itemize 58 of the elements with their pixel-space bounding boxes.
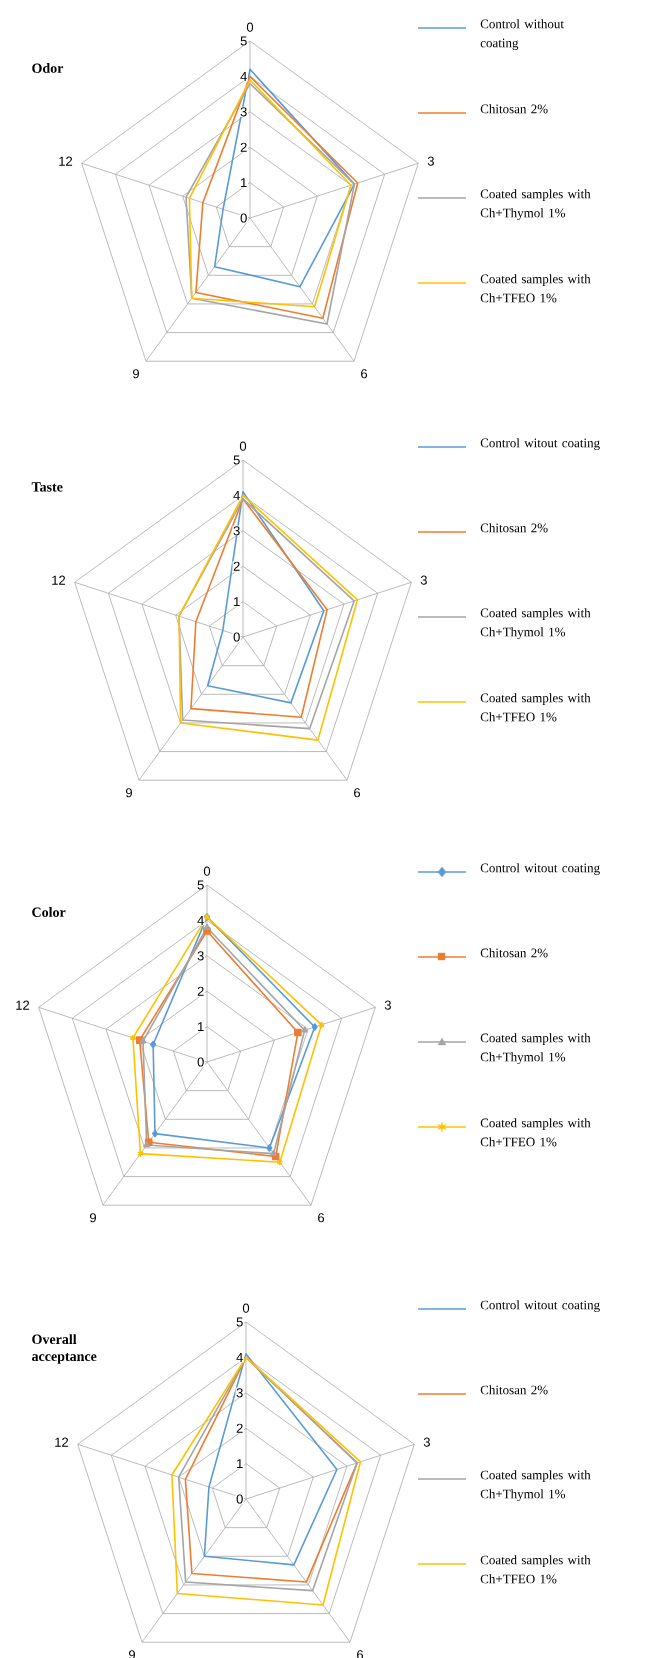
spoke-label: 9 bbox=[125, 788, 132, 798]
text: Taste bbox=[31, 482, 63, 492]
y-tick-label: 0 bbox=[197, 1057, 204, 1067]
spoke-label: 6 bbox=[318, 1213, 325, 1223]
spoke-label: 3 bbox=[423, 1437, 430, 1447]
spoke-label: 3 bbox=[420, 575, 427, 585]
spoke-label: 12 bbox=[52, 575, 66, 585]
spoke-label: 6 bbox=[354, 788, 361, 798]
y-tick-label: 2 bbox=[236, 1423, 243, 1433]
legend-label: Control witout coating bbox=[480, 438, 600, 451]
spoke-label: 9 bbox=[132, 369, 139, 379]
legend-label: Coated samples with Ch+Thymol 1% bbox=[480, 608, 591, 640]
y-tick-label: 2 bbox=[233, 561, 240, 571]
y-tick-label: 1 bbox=[198, 1022, 204, 1032]
y-tick-label: 0 bbox=[236, 1494, 243, 1504]
legend-label: Chitosan 2% bbox=[480, 523, 548, 533]
y-tick-label: 1 bbox=[237, 1459, 243, 1469]
legend-label: Coated samples with Ch+Thymol 1% bbox=[480, 1033, 591, 1065]
legend-label: Chitosan 2% bbox=[480, 1385, 548, 1395]
y-tick-label: 5 bbox=[233, 455, 240, 465]
y-tick-label: 5 bbox=[236, 1317, 243, 1327]
legend-label: Coated samples with Ch+TFEO 1% bbox=[480, 1555, 591, 1584]
legend-label: Coated samples with Ch+TFEO 1% bbox=[480, 1118, 591, 1147]
text: Overall acceptance bbox=[31, 1334, 97, 1364]
spoke-label: 12 bbox=[16, 1000, 30, 1010]
legend-label: Coated samples with Ch+TFEO 1% bbox=[480, 693, 591, 722]
spoke-label: 6 bbox=[361, 369, 368, 379]
spoke-label: 3 bbox=[427, 156, 434, 166]
legend-label: Coated samples with Ch+Thymol 1% bbox=[480, 189, 591, 221]
y-tick-label: 1 bbox=[241, 178, 247, 188]
legend-label: Chitosan 2% bbox=[480, 104, 548, 114]
legend-label: Chitosan 2% bbox=[480, 948, 548, 958]
y-tick-label: 0 bbox=[240, 213, 247, 223]
y-tick-label: 3 bbox=[240, 107, 247, 117]
y-tick-label: 3 bbox=[233, 526, 240, 536]
y-tick-label: 4 bbox=[236, 1352, 243, 1362]
text: Color bbox=[32, 907, 66, 917]
y-tick-label: 0 bbox=[233, 632, 240, 642]
y-tick-label: 2 bbox=[240, 142, 247, 152]
spoke-label: 12 bbox=[55, 1437, 69, 1447]
spoke-label: 9 bbox=[89, 1213, 96, 1223]
y-tick-label: 4 bbox=[233, 490, 240, 500]
text: Odor bbox=[32, 63, 64, 73]
y-tick-label: 5 bbox=[197, 880, 204, 890]
y-tick-label: 3 bbox=[236, 1388, 243, 1398]
y-tick-label: 2 bbox=[197, 986, 204, 996]
legend-label: Coated samples with Ch+TFEO 1% bbox=[480, 274, 591, 303]
y-tick-label: 4 bbox=[240, 71, 247, 81]
y-tick-label: 1 bbox=[234, 597, 240, 607]
y-tick-label: 3 bbox=[197, 951, 204, 961]
y-tick-label: 4 bbox=[197, 915, 204, 925]
legend-label: Control witout coating bbox=[480, 863, 600, 876]
spoke-label: 12 bbox=[59, 156, 73, 166]
legend-label: Coated samples with Ch+Thymol 1% bbox=[480, 1470, 591, 1502]
y-tick-label: 5 bbox=[240, 36, 247, 46]
legend-label: Control witout coating bbox=[480, 1300, 600, 1313]
spoke-label: 3 bbox=[384, 1000, 391, 1010]
legend-label: Control without coating bbox=[480, 19, 564, 51]
